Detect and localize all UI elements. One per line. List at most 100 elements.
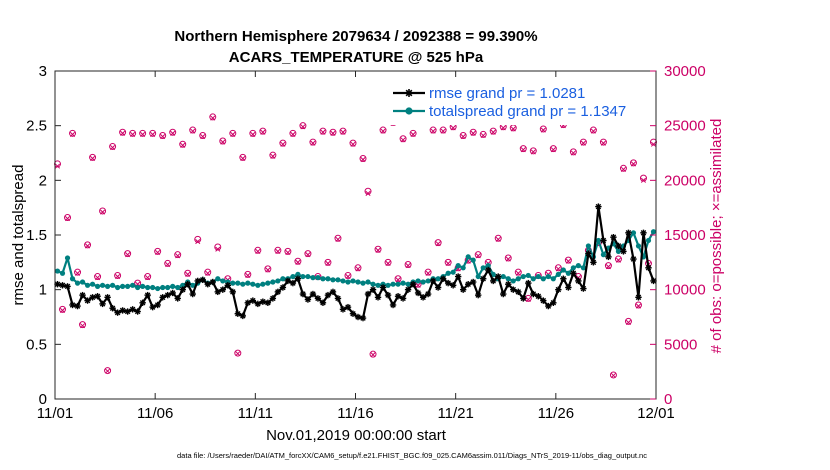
rmse-point	[339, 306, 347, 313]
obs-assimilated-marker	[330, 130, 336, 136]
obs-possible-marker	[434, 239, 442, 247]
rmse-point	[244, 299, 252, 306]
cross-stroke	[74, 270, 81, 276]
star-stroke	[595, 203, 602, 210]
totalspread-point	[615, 248, 622, 254]
totalspread-point	[540, 276, 546, 282]
rmse-point	[585, 250, 592, 257]
obs-possible-marker	[539, 125, 547, 133]
cross-stroke	[195, 239, 201, 245]
totalspread-point	[125, 283, 131, 289]
obs-assimilated-marker	[180, 142, 186, 148]
star-stroke	[149, 304, 156, 310]
star-stroke	[495, 273, 501, 280]
cross-stroke	[400, 137, 406, 143]
obs-assimilated-marker	[360, 157, 366, 163]
star-stroke	[310, 291, 316, 297]
rmse-point	[274, 288, 282, 296]
y-tick-label-right: 30000	[664, 63, 706, 80]
rmse-point	[595, 203, 602, 210]
obs-possible-marker	[204, 268, 212, 276]
totalspread-point	[120, 283, 126, 289]
star-stroke	[164, 292, 171, 298]
obs-assimilated-marker	[90, 155, 96, 162]
cross-stroke	[395, 277, 401, 283]
obs-assimilated-marker	[59, 307, 66, 313]
obs-assimilated-marker	[200, 134, 206, 140]
star-stroke	[174, 295, 181, 302]
obs-assimilated-marker	[590, 128, 596, 134]
obs-possible-marker	[614, 255, 622, 263]
obs-possible-marker	[234, 349, 242, 357]
star-stroke	[300, 291, 306, 297]
obs-assimilated-marker	[155, 249, 161, 256]
cross-stroke	[150, 131, 156, 137]
star-stroke	[555, 286, 562, 293]
star-stroke	[199, 277, 206, 283]
cross-stroke	[305, 252, 311, 258]
rmse-point	[550, 299, 557, 306]
cross-stroke	[405, 263, 411, 269]
cross-stroke	[170, 130, 176, 136]
cross-stroke	[85, 243, 91, 249]
obs-assimilated-marker	[305, 252, 311, 258]
rmse-point	[500, 290, 507, 298]
cross-stroke	[355, 266, 361, 272]
cross-stroke	[145, 275, 151, 281]
star-stroke	[104, 294, 111, 301]
obs-possible-marker	[579, 138, 587, 146]
cross-stroke	[565, 258, 571, 264]
cross-stroke	[295, 259, 301, 265]
totalspread-point	[365, 279, 371, 285]
rmse-point	[304, 296, 312, 303]
obs-assimilated-marker	[440, 128, 446, 134]
cross-stroke	[635, 303, 642, 309]
rmse-point	[565, 284, 572, 291]
star-stroke	[159, 294, 166, 301]
cross-stroke	[475, 253, 481, 259]
obs-possible-marker	[99, 207, 107, 215]
obs-assimilated-marker	[400, 137, 406, 143]
cross-stroke	[175, 253, 181, 259]
rmse-point	[119, 307, 126, 314]
rmse-point	[469, 278, 477, 286]
star-stroke	[570, 270, 577, 277]
obs-assimilated-marker	[600, 140, 606, 146]
cross-stroke	[120, 130, 126, 136]
star-stroke	[410, 281, 416, 287]
rmse-point	[434, 284, 442, 291]
totalspread-point	[550, 276, 556, 282]
obs-assimilated-marker	[115, 273, 121, 280]
rmse-point	[234, 310, 242, 317]
totalspread-point	[520, 273, 526, 280]
star-stroke	[295, 275, 301, 282]
cross-stroke	[625, 319, 632, 326]
obs-possible-marker	[184, 269, 192, 277]
rmse-point	[309, 290, 317, 298]
obs-possible-marker	[369, 350, 377, 358]
cross-stroke	[490, 129, 496, 135]
totalspread-point	[270, 279, 276, 285]
rmse-point	[69, 301, 76, 309]
totalspread-point	[510, 278, 516, 284]
rmse-point	[334, 295, 342, 302]
obs-assimilated-marker	[570, 150, 576, 156]
star-stroke	[640, 230, 647, 236]
rmse-point	[149, 303, 156, 311]
star-stroke	[215, 289, 221, 295]
obs-assimilated-marker	[460, 134, 466, 140]
rmse-point	[284, 277, 292, 285]
star-stroke	[520, 295, 527, 302]
totalspread-point	[415, 278, 421, 284]
obs-assimilated-marker	[515, 270, 521, 276]
cross-stroke	[200, 134, 206, 140]
rmse-point	[535, 293, 542, 300]
star-stroke	[59, 282, 66, 289]
rmse-point	[109, 305, 116, 312]
totalspread-point	[109, 282, 116, 288]
obs-assimilated-marker	[355, 266, 361, 272]
obs-possible-marker	[59, 305, 67, 313]
obs-assimilated-marker	[430, 128, 436, 134]
rmse-point	[374, 294, 382, 301]
rmse-point	[389, 301, 397, 309]
